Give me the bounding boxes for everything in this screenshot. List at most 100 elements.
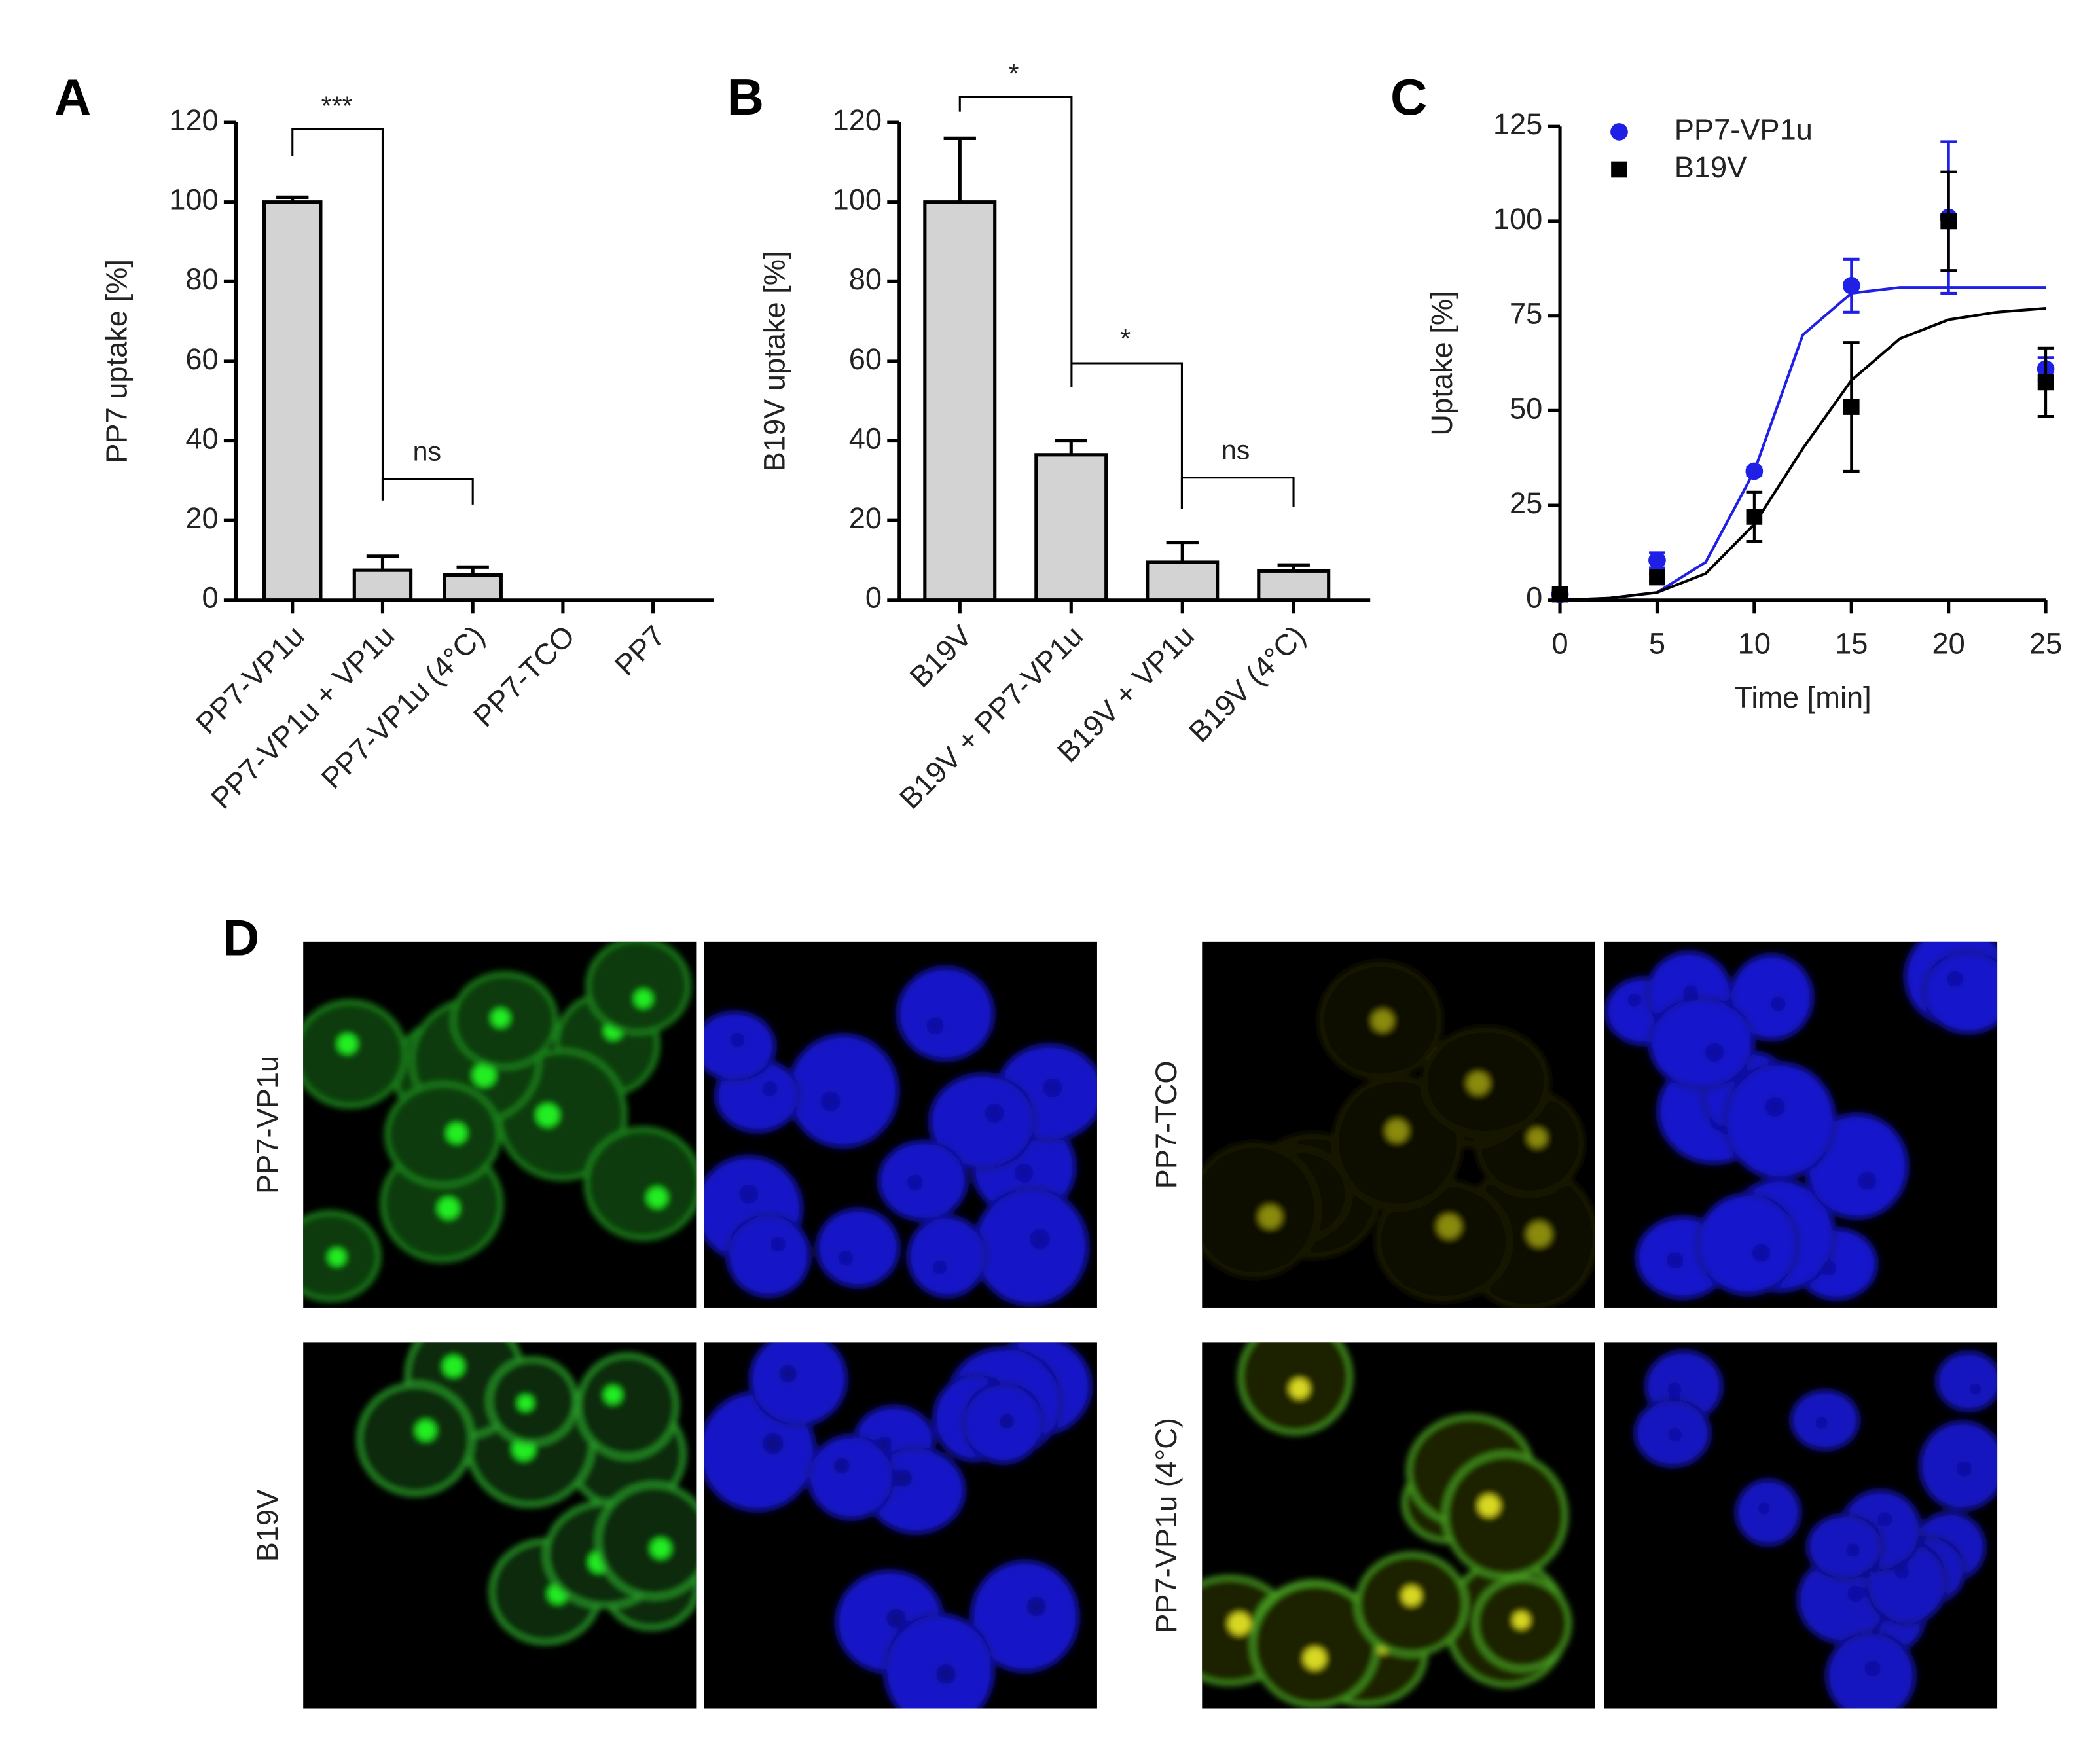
cell-spot — [739, 1184, 759, 1204]
cell-spot — [1752, 1244, 1771, 1262]
significance-label: *** — [321, 90, 353, 120]
cell-spot — [1877, 1512, 1892, 1527]
cell-spot — [415, 1420, 436, 1441]
y-tick-label: 100 — [833, 183, 882, 217]
cells — [357, 1342, 697, 1646]
cell-spot — [651, 1538, 671, 1559]
error-bar — [943, 136, 976, 202]
significance-label: ns — [413, 437, 441, 467]
cell-spot — [1026, 1596, 1046, 1617]
cells — [303, 941, 697, 1302]
cell-spot — [1258, 1205, 1282, 1229]
cell — [585, 941, 691, 1035]
cell-spot — [894, 1469, 913, 1487]
error-bar — [1055, 439, 1087, 455]
cell-spot — [1228, 1612, 1251, 1635]
cell-spot — [443, 1356, 464, 1377]
cell-spot — [1864, 1660, 1881, 1677]
x-tick-label: 5 — [1649, 627, 1665, 660]
row-label: B19V — [251, 1490, 284, 1562]
x-tick-label: 20 — [1932, 627, 1965, 660]
cell-spot — [437, 1197, 460, 1219]
cell — [1934, 1350, 1998, 1412]
y-tick-label: 80 — [185, 262, 218, 296]
cell-spot — [1030, 1229, 1051, 1250]
cells — [704, 965, 1097, 1307]
cell-spot — [1402, 1586, 1422, 1606]
cell-spot — [820, 1091, 841, 1111]
cell-spot — [1667, 1382, 1682, 1396]
cell — [576, 1352, 679, 1459]
x-tick-label: 25 — [2029, 627, 2062, 660]
cell-spot — [536, 1104, 560, 1127]
cell-spot — [834, 1458, 850, 1474]
cells — [1202, 1342, 1572, 1708]
cell-spot — [1371, 1010, 1394, 1032]
cell — [972, 1186, 1090, 1307]
cell — [1722, 1061, 1837, 1180]
cell-spot — [1527, 1128, 1547, 1147]
significance-bracket — [291, 128, 384, 501]
cell-spot — [936, 1664, 956, 1684]
panel-label: D — [223, 908, 259, 966]
y-tick-label: 80 — [849, 262, 882, 296]
cell-spot — [1289, 1378, 1310, 1399]
error-bar — [1166, 541, 1199, 562]
point — [1745, 462, 1764, 480]
y-tick-label: 20 — [185, 501, 218, 535]
y-tick-label: 75 — [1510, 297, 1542, 331]
y-tick-label: 120 — [833, 103, 882, 137]
significance-bracket — [958, 96, 1073, 387]
error-bar — [1277, 563, 1310, 571]
point — [1746, 509, 1763, 525]
cell-spot — [1527, 1222, 1552, 1247]
cell-spot — [762, 1433, 784, 1454]
row-label: PP7-VP1u (4°C) — [1150, 1418, 1183, 1634]
point — [1842, 276, 1860, 295]
legend-label: B19V — [1675, 151, 1747, 184]
cell — [896, 965, 996, 1062]
y-tick-label: 50 — [1510, 391, 1542, 425]
cell — [748, 1342, 848, 1428]
cell-spot — [1969, 1383, 1982, 1395]
error-bar — [366, 554, 399, 571]
cell — [969, 1559, 1080, 1674]
cell — [1921, 949, 1998, 1035]
cell-spot — [491, 1009, 510, 1028]
bar — [1034, 453, 1108, 602]
y-tick-label: 100 — [1493, 202, 1542, 236]
cell — [584, 1126, 697, 1241]
cell-spot — [1815, 1416, 1828, 1429]
cell-spot — [762, 1081, 778, 1096]
cell-spot — [985, 1104, 1004, 1123]
bar — [1257, 569, 1331, 602]
significance-bracket — [1071, 362, 1183, 509]
x-tick-label: 0 — [1551, 627, 1568, 660]
cell — [357, 1382, 474, 1497]
cells — [1202, 961, 1595, 1308]
cell-spot — [1858, 1172, 1877, 1191]
significance-bracket — [381, 478, 474, 505]
point — [1551, 586, 1568, 603]
fit-curve — [1559, 307, 2046, 602]
legend-label: PP7-VP1u — [1675, 113, 1813, 146]
point — [1648, 551, 1666, 569]
y-tick-label: 20 — [849, 501, 882, 535]
bar — [443, 573, 503, 602]
y-axis-label: PP7 uptake [%] — [100, 259, 134, 463]
cell-spot — [926, 1017, 944, 1035]
y-axis-label: B19V uptake [%] — [758, 251, 791, 471]
bar — [1146, 560, 1220, 602]
significance-label: * — [1009, 58, 1019, 88]
cell-spot — [517, 1395, 534, 1411]
x-tick-label: 15 — [1835, 627, 1868, 660]
cell-spot — [446, 1123, 467, 1143]
cell-spot — [1765, 1096, 1785, 1117]
cells — [1633, 1349, 1998, 1709]
cell-spot — [1437, 1214, 1461, 1238]
cell-spot — [1846, 1543, 1860, 1557]
cell — [1728, 952, 1815, 1042]
significance-label: * — [1120, 323, 1131, 353]
legend-marker — [1610, 123, 1628, 141]
